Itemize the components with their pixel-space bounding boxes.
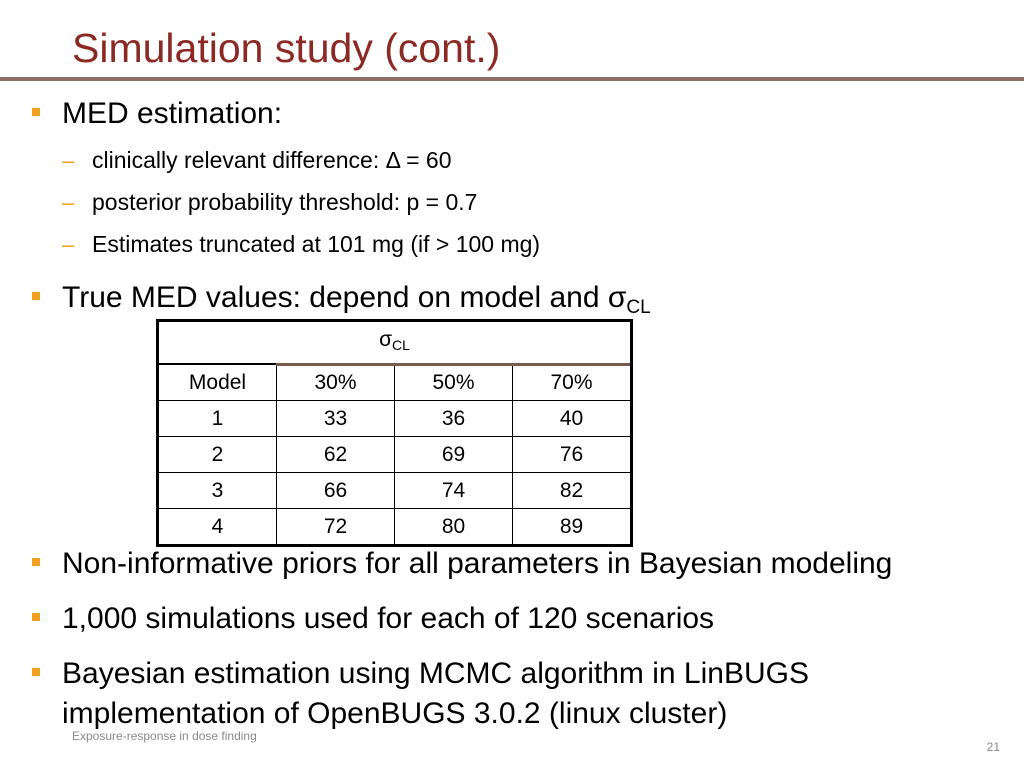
table-row: 2 62 69 76	[157, 436, 632, 473]
bullet-priors: Non-informative priors for all parameter…	[62, 547, 893, 580]
true-med-subscript: CL	[626, 297, 651, 318]
dash-marker: –	[62, 190, 75, 215]
dash-marker: –	[62, 232, 75, 257]
header-cell-50: 50%	[394, 363, 513, 401]
bullet-bayesian-line2: implementation of OpenBUGS 3.0.2 (linux …	[62, 697, 728, 730]
sigma-symbol: σ	[379, 328, 393, 351]
table-cell: 76	[512, 436, 632, 473]
table-header-row: Model 30% 50% 70%	[157, 363, 632, 401]
table-row: 3 66 74 82	[157, 472, 632, 509]
header-cell-30: 30%	[276, 363, 395, 401]
title-divider	[0, 77, 1024, 81]
bullet-simulations: 1,000 simulations used for each of 120 s…	[62, 602, 715, 635]
true-med-text: True MED values: depend on model and σ	[62, 281, 627, 314]
sub-bullet-truncated: Estimates truncated at 101 mg (if > 100 …	[92, 231, 541, 257]
page-number: 21	[986, 740, 1000, 754]
sigma-subscript: CL	[392, 337, 410, 353]
header-divider	[276, 363, 630, 366]
bullet-bayesian-line1: Bayesian estimation using MCMC algorithm…	[62, 657, 809, 690]
table-cell: 4	[157, 508, 277, 546]
table-cell: 82	[512, 472, 632, 509]
table-cell: 1	[157, 400, 277, 437]
table-cell: 72	[276, 508, 395, 546]
sub-bullet-difference: clinically relevant difference: Δ = 60	[92, 147, 452, 173]
table-cell: 69	[394, 436, 513, 473]
table-row: 1 33 36 40	[157, 400, 632, 437]
header-cell-model: Model	[157, 363, 277, 401]
table-cell: 33	[276, 400, 395, 437]
dash-marker: –	[62, 148, 75, 173]
bullet-med-estimation: MED estimation:	[62, 97, 283, 130]
table-cell: 3	[157, 472, 277, 509]
table-header-sigma-row: σCL	[157, 320, 632, 366]
table-cell: 2	[157, 436, 277, 473]
header-cell-70: 70%	[512, 363, 632, 401]
sigma-header-cell: σCL	[157, 320, 632, 366]
bullet-square-icon	[32, 558, 40, 566]
table-cell: 74	[394, 472, 513, 509]
bullet-square-icon	[32, 668, 40, 676]
bullet-true-med: True MED values: depend on model and σCL	[62, 280, 651, 326]
table-cell: 66	[276, 472, 395, 509]
slide-title: Simulation study (cont.)	[72, 25, 501, 71]
med-values-table: σCL Model 30% 50% 70% 1 33 36 40 2 62 69…	[156, 319, 633, 547]
table-cell: 36	[394, 400, 513, 437]
bullet-square-icon	[32, 613, 40, 621]
footer-text: Exposure-response in dose finding	[72, 729, 257, 743]
table-cell: 80	[394, 508, 513, 546]
sub-bullet-threshold: posterior probability threshold: p = 0.7	[92, 189, 478, 215]
table-row: 4 72 80 89	[157, 508, 632, 546]
table-cell: 62	[276, 436, 395, 473]
table-cell: 89	[512, 508, 632, 546]
bullet-square-icon	[32, 108, 40, 116]
bullet-square-icon	[32, 292, 40, 300]
table-cell: 40	[512, 400, 632, 437]
